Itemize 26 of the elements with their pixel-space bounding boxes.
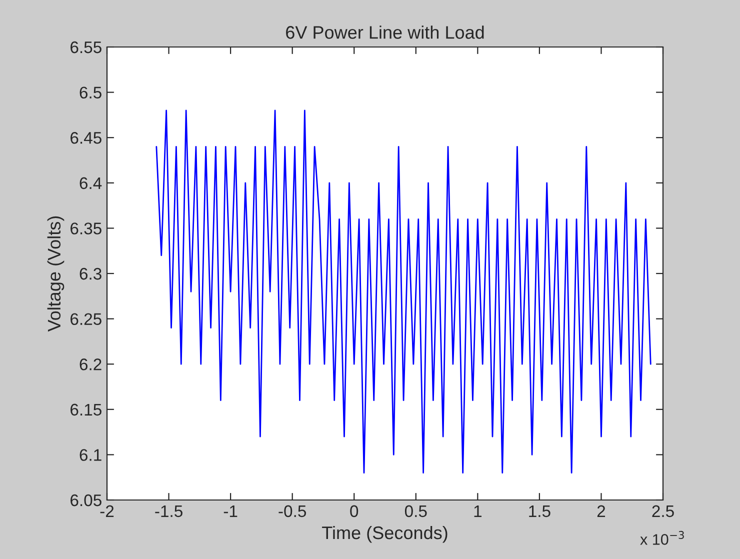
x-axis-title: Time (Seconds) (322, 526, 448, 543)
x-tick-label: -0.5 (278, 505, 306, 518)
x-tick-label: 1.5 (529, 505, 550, 518)
y-tick-label: 6.35 (70, 222, 102, 234)
y-tick-label: 6.25 (70, 313, 102, 326)
y-tick-label: 6.2 (80, 358, 102, 370)
y-tick-label: 6.3 (80, 268, 102, 280)
x-tick-label: 0 (350, 505, 358, 518)
y-axis-title: Voltage (Volts) (47, 216, 64, 332)
y-tick-label: 6.15 (70, 404, 102, 416)
y-tick-label: 6.05 (70, 494, 102, 506)
x-tick-label: 2 (597, 505, 606, 517)
y-tick-label: 6.45 (70, 132, 102, 144)
line-series (156, 110, 652, 474)
y-tick-label: 6.4 (80, 177, 102, 190)
x-tick-label: -2 (100, 505, 114, 517)
chart-title: 6V Power Line with Load (286, 26, 484, 39)
x-tick-label: 2.5 (652, 505, 674, 518)
text: x 10$^{−3}$ (640, 530, 684, 545)
y-tick-label: 6.1 (80, 449, 102, 461)
x-tick-label: -1 (224, 505, 238, 517)
y-tick-label: 6.55 (70, 41, 102, 54)
x-tick-label: -1.5 (155, 505, 182, 518)
x-tick-label: 1 (474, 505, 482, 517)
x-tick-label: 0.5 (404, 505, 427, 518)
y-tick-label: 6.5 (80, 86, 102, 99)
